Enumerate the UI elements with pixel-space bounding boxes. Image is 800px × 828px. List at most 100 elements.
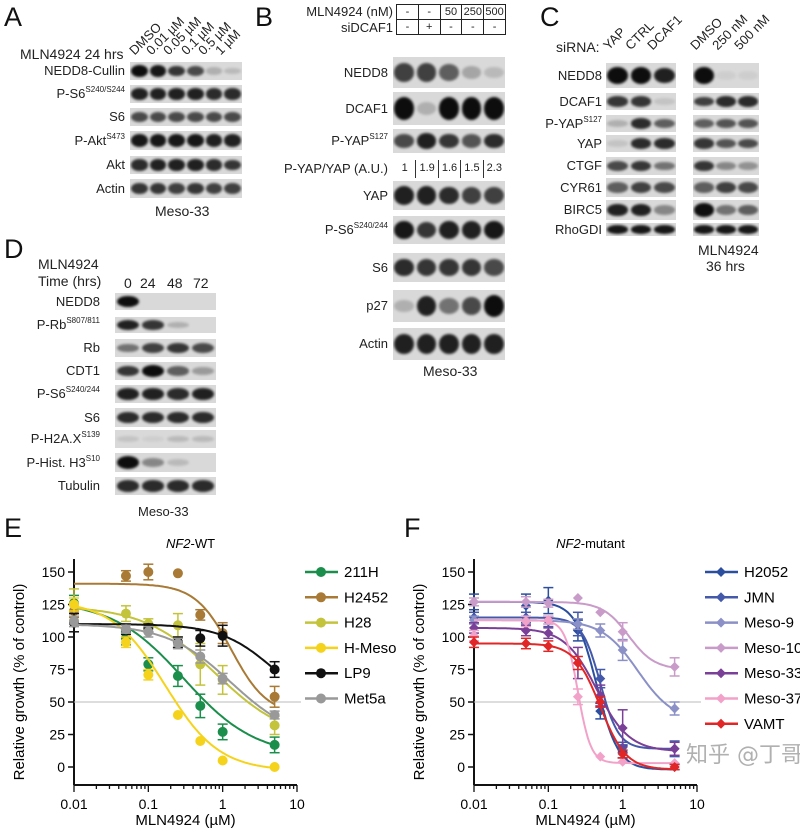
blot-row-label: Rb: [83, 341, 100, 354]
protein-band: [224, 88, 241, 100]
protein-band: [205, 159, 223, 171]
data-point: [520, 596, 531, 607]
protein-name: NEDD8: [55, 293, 100, 309]
protein-band: [694, 225, 714, 234]
legend-marker: [716, 668, 726, 679]
data-point: [469, 622, 479, 633]
protein-name: CDT1: [66, 363, 100, 378]
protein-band: [224, 67, 241, 75]
fit-curve: [474, 642, 675, 771]
phospho-site: S807/811: [66, 316, 100, 325]
western-blot-strip: [393, 129, 505, 153]
y-tick-label: 125: [442, 597, 466, 613]
phospho-site: S127: [369, 132, 388, 141]
protein-band: [607, 160, 628, 172]
blot-row-label: NEDD8: [344, 66, 388, 79]
protein-band: [630, 96, 652, 107]
panel-letter-a: A: [4, 2, 23, 32]
x-axis-label: MLN4924 (µM): [135, 812, 235, 828]
data-point: [195, 736, 206, 746]
protein-band: [738, 225, 758, 234]
legend-label: Meso-33: [744, 665, 800, 682]
data-point: [572, 691, 583, 702]
data-point: [543, 615, 554, 626]
protein-band: [630, 160, 652, 172]
legend-marker: [316, 592, 326, 603]
western-blot-strip: [606, 223, 676, 236]
protein-band: [192, 342, 215, 354]
data-point: [469, 637, 479, 648]
protein-name: DCAF1: [345, 100, 388, 116]
protein-band: [116, 411, 139, 424]
panel-b-mln-label: MLN4924 (nM): [306, 4, 393, 19]
y-tick-label: 25: [49, 727, 65, 743]
series-met5a: [69, 615, 280, 720]
legend-marker: [316, 617, 326, 628]
chart-f-nf2-mutant: NF2-mutant 0 25 50 75 100 125 150 0.01 0.1 1 10 MLN4…: [411, 536, 800, 828]
blot-row-label: DCAF1: [559, 95, 602, 108]
panel-b-condition-table: - -50 250 500 - + - - -: [396, 4, 506, 35]
panel-c-mln-caption-2: 36 hrs: [706, 258, 745, 274]
data-point: [195, 700, 206, 711]
protein-name: Rb: [83, 340, 100, 355]
western-blot-strip: [606, 115, 676, 132]
series-h2052: [469, 586, 680, 772]
y-tick-label: 50: [49, 694, 65, 710]
western-blot-strip: [393, 57, 505, 88]
western-blot-strip: [693, 157, 759, 175]
protein-band: [192, 411, 215, 424]
y-tick-label: 50: [449, 694, 465, 710]
protein-band: [439, 333, 459, 355]
western-blot-strip: [606, 157, 676, 175]
protein-band: [116, 480, 139, 492]
series-211h: [69, 594, 280, 754]
cell: -: [396, 4, 419, 20]
protein-name: Tubulin: [57, 478, 100, 493]
panel-letter-f: F: [404, 513, 421, 543]
protein-band: [607, 96, 628, 107]
protein-name: p27: [366, 298, 388, 313]
data-point: [120, 624, 131, 635]
protein-name: P-S6: [36, 386, 66, 401]
protein-band: [141, 342, 164, 354]
protein-band: [716, 71, 736, 80]
series-meso-10: [469, 593, 680, 677]
protein-band: [439, 133, 459, 149]
phospho-site: S240/S244: [85, 85, 125, 94]
protein-band: [416, 295, 437, 317]
protein-band: [205, 88, 223, 100]
protein-band: [167, 366, 190, 376]
phospho-site: S139: [81, 430, 100, 439]
blot-row-label: p27: [366, 299, 388, 312]
data-point: [120, 570, 131, 581]
data-point: [520, 638, 531, 649]
western-blot-strip: [693, 63, 759, 88]
data-point: [217, 630, 228, 641]
blot-row-label: CDT1: [66, 364, 100, 377]
x-tick-label: 1: [219, 796, 227, 812]
western-blot-strip: [693, 93, 759, 110]
legend-label: Meso-10: [744, 640, 800, 657]
panel-d-cell-line: Meso-33: [138, 504, 189, 519]
ratio-value: 1: [401, 162, 408, 174]
protein-band: [630, 203, 652, 217]
western-blot-strip: [393, 216, 505, 244]
blot-row-label: Actin: [359, 337, 388, 350]
protein-band: [205, 134, 223, 147]
western-blot-strip: [393, 92, 505, 125]
protein-band: [167, 480, 190, 492]
protein-band: [738, 204, 758, 216]
protein-name: P-YAP: [545, 115, 584, 131]
data-point: [269, 710, 280, 720]
cell: -: [417, 4, 441, 20]
protein-band: [168, 182, 185, 195]
data-point: [595, 673, 606, 684]
legend-marker: [316, 642, 326, 653]
phospho-site: S127: [583, 114, 602, 124]
blot-row-label: P-H2A.XS139: [31, 430, 100, 446]
western-blot-strip: [393, 328, 505, 360]
protein-band: [131, 134, 148, 147]
protein-band: [167, 342, 190, 354]
protein-band: [224, 159, 241, 171]
